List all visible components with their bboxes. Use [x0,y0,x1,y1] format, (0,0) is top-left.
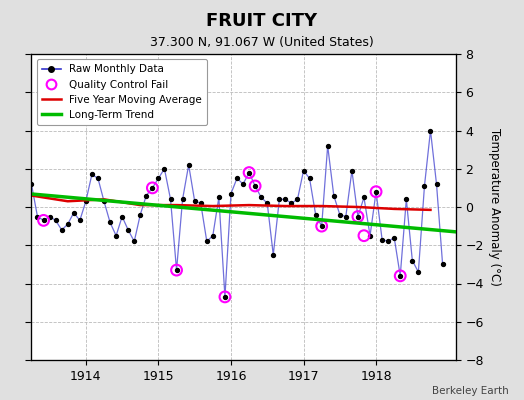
Point [154,175,162,182]
Point [215,194,223,201]
Point [21,146,30,153]
Point [439,261,447,268]
Point [372,188,380,195]
Point [46,213,54,220]
Point [427,127,435,134]
Point [293,196,302,202]
Point [299,168,308,174]
Text: Berkeley Earth: Berkeley Earth [432,386,508,396]
Point [136,212,145,218]
Point [378,236,386,243]
Text: FRUIT CITY: FRUIT CITY [206,12,318,30]
Point [172,267,181,273]
Point [130,238,138,245]
Point [360,194,368,201]
Point [124,227,133,233]
Point [396,273,405,279]
Point [70,210,78,216]
Point [305,175,314,182]
Point [63,221,72,228]
Point [75,217,84,224]
Point [142,192,150,199]
Point [9,175,17,182]
Point [323,143,332,149]
Point [372,188,380,195]
Point [94,175,102,182]
Point [390,234,398,241]
Point [335,212,344,218]
Point [275,196,283,202]
Text: 37.300 N, 91.067 W (United States): 37.300 N, 91.067 W (United States) [150,36,374,49]
Point [420,183,429,189]
Point [408,257,417,264]
Point [39,217,48,224]
Point [184,162,193,168]
Point [27,181,36,187]
Legend: Raw Monthly Data, Quality Control Fail, Five Year Moving Average, Long-Term Tren: Raw Monthly Data, Quality Control Fail, … [37,59,207,125]
Point [245,169,253,176]
Point [269,252,277,258]
Point [281,196,290,202]
Point [112,232,121,239]
Point [148,185,157,191]
Point [251,183,259,189]
Point [39,217,48,224]
Point [233,175,241,182]
Point [287,200,296,206]
Point [100,198,108,204]
Point [384,238,392,245]
Point [432,181,441,187]
Point [348,168,356,174]
Point [414,269,422,275]
Point [106,219,114,226]
Point [209,232,217,239]
Point [178,196,187,202]
Point [354,213,362,220]
Point [118,213,126,220]
Point [227,190,235,197]
Point [318,223,326,229]
Point [33,213,41,220]
Point [257,194,266,201]
Point [366,232,374,239]
Point [330,192,338,199]
Point [196,200,205,206]
Point [342,213,350,220]
Point [318,223,326,229]
Point [82,198,90,204]
Point [15,143,24,149]
Point [58,227,66,233]
Point [191,198,199,204]
Point [251,183,259,189]
Point [148,185,157,191]
Y-axis label: Temperature Anomaly (°C): Temperature Anomaly (°C) [488,128,501,286]
Point [166,196,174,202]
Point [239,181,247,187]
Point [402,196,410,202]
Point [160,166,169,172]
Point [203,238,211,245]
Point [354,213,362,220]
Point [396,273,405,279]
Point [221,294,229,300]
Point [245,169,253,176]
Point [51,217,60,224]
Point [263,200,271,206]
Point [88,171,96,178]
Point [172,267,181,273]
Point [221,294,229,300]
Point [360,232,368,239]
Point [311,212,320,218]
